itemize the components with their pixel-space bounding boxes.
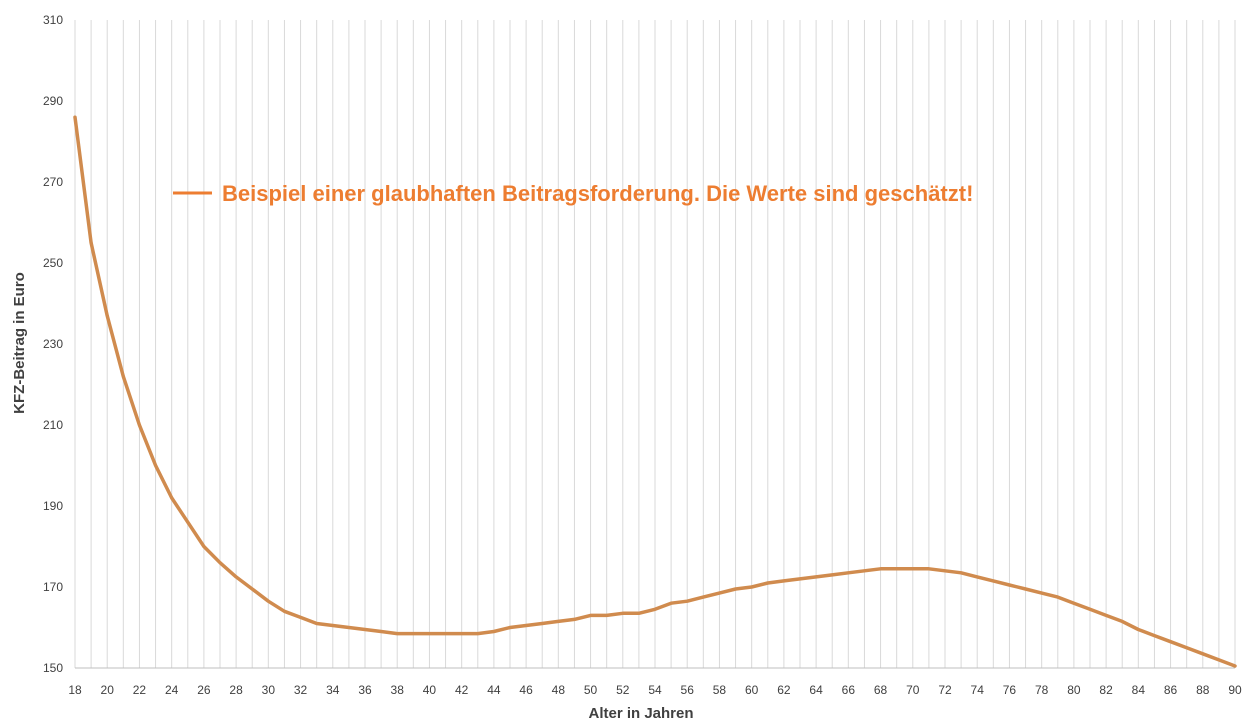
y-tick-label: 150 xyxy=(43,661,63,675)
x-axis-title: Alter in Jahren xyxy=(588,705,693,722)
x-tick-label: 40 xyxy=(423,683,437,697)
legend: Beispiel einer glaubhaften Beitragsforde… xyxy=(173,181,973,206)
x-tick-label: 20 xyxy=(101,683,115,697)
y-tick-label: 190 xyxy=(43,499,63,513)
x-tick-label: 42 xyxy=(455,683,469,697)
x-tick-label: 86 xyxy=(1164,683,1178,697)
y-axis-ticks: 150 170 190 210 230 250 270 290 310 xyxy=(43,13,63,675)
x-tick-label: 28 xyxy=(229,683,243,697)
x-tick-label: 72 xyxy=(938,683,952,697)
legend-label: Beispiel einer glaubhaften Beitragsforde… xyxy=(222,181,973,206)
y-tick-label: 230 xyxy=(43,337,63,351)
x-tick-label: 76 xyxy=(1003,683,1017,697)
x-tick-label: 44 xyxy=(487,683,501,697)
y-axis-title: KFZ-Beitrag in Euro xyxy=(11,272,28,414)
x-tick-label: 48 xyxy=(552,683,566,697)
x-tick-label: 64 xyxy=(809,683,823,697)
x-tick-label: 34 xyxy=(326,683,340,697)
x-tick-label: 82 xyxy=(1099,683,1113,697)
x-tick-label: 70 xyxy=(906,683,920,697)
y-tick-label: 250 xyxy=(43,256,63,270)
y-tick-label: 270 xyxy=(43,175,63,189)
x-tick-label: 74 xyxy=(971,683,985,697)
y-tick-label: 170 xyxy=(43,580,63,594)
x-tick-label: 32 xyxy=(294,683,308,697)
x-tick-label: 58 xyxy=(713,683,727,697)
x-tick-label: 66 xyxy=(842,683,856,697)
x-tick-label: 90 xyxy=(1228,683,1242,697)
x-tick-label: 38 xyxy=(391,683,405,697)
x-tick-label: 60 xyxy=(745,683,759,697)
x-tick-label: 52 xyxy=(616,683,630,697)
x-tick-label: 24 xyxy=(165,683,179,697)
grid-lines xyxy=(74,20,1236,669)
x-tick-label: 36 xyxy=(358,683,372,697)
x-tick-label: 46 xyxy=(519,683,533,697)
x-tick-label: 88 xyxy=(1196,683,1210,697)
x-tick-label: 62 xyxy=(777,683,791,697)
x-tick-label: 26 xyxy=(197,683,211,697)
series-line xyxy=(73,115,1237,668)
series-layer xyxy=(73,115,1237,668)
x-tick-label: 22 xyxy=(133,683,147,697)
y-tick-label: 290 xyxy=(43,94,63,108)
x-tick-label: 56 xyxy=(681,683,695,697)
y-tick-label: 310 xyxy=(43,13,63,27)
y-tick-label: 210 xyxy=(43,418,63,432)
x-tick-label: 80 xyxy=(1067,683,1081,697)
x-tick-label: 54 xyxy=(648,683,662,697)
x-tick-label: 30 xyxy=(262,683,276,697)
x-tick-label: 18 xyxy=(68,683,82,697)
x-tick-label: 50 xyxy=(584,683,598,697)
x-tick-label: 84 xyxy=(1132,683,1146,697)
x-tick-label: 68 xyxy=(874,683,888,697)
x-axis-ticks: 18 20 22 24 26 28 30 32 34 36 38 40 42 44 46 48 50 52 54 56… xyxy=(68,683,1242,697)
x-tick-label: 78 xyxy=(1035,683,1049,697)
